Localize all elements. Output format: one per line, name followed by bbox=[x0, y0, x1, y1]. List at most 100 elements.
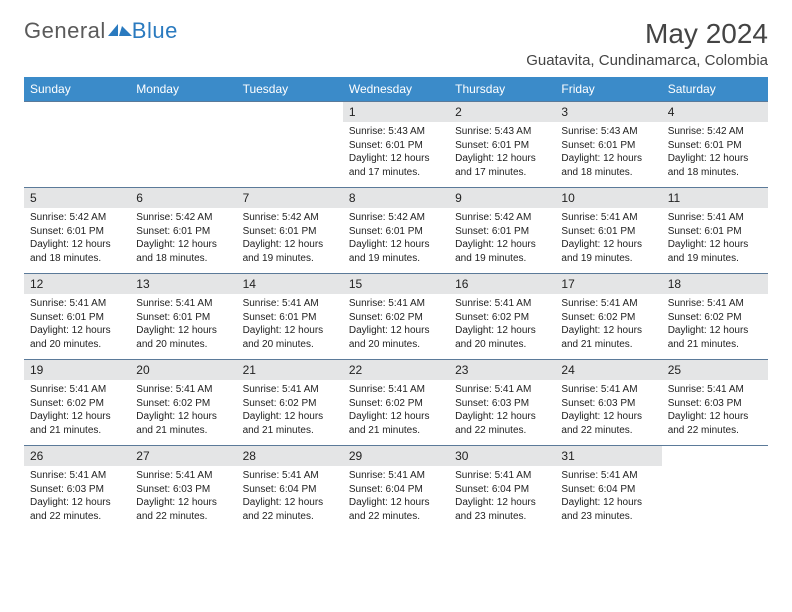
brand-part1: General bbox=[24, 18, 106, 44]
day-details: Sunrise: 5:42 AMSunset: 6:01 PMDaylight:… bbox=[662, 122, 768, 182]
day-number: 6 bbox=[130, 188, 236, 208]
day-details: Sunrise: 5:41 AMSunset: 6:04 PMDaylight:… bbox=[555, 466, 661, 526]
day-details: Sunrise: 5:42 AMSunset: 6:01 PMDaylight:… bbox=[449, 208, 555, 268]
day-details: Sunrise: 5:41 AMSunset: 6:02 PMDaylight:… bbox=[343, 294, 449, 354]
calendar-day-cell: 20Sunrise: 5:41 AMSunset: 6:02 PMDayligh… bbox=[130, 360, 236, 446]
calendar-day-cell: 27Sunrise: 5:41 AMSunset: 6:03 PMDayligh… bbox=[130, 446, 236, 532]
calendar-day-cell: 29Sunrise: 5:41 AMSunset: 6:04 PMDayligh… bbox=[343, 446, 449, 532]
calendar-empty-cell bbox=[237, 102, 343, 188]
calendar-day-cell: 15Sunrise: 5:41 AMSunset: 6:02 PMDayligh… bbox=[343, 274, 449, 360]
day-number: 31 bbox=[555, 446, 661, 466]
day-details: Sunrise: 5:42 AMSunset: 6:01 PMDaylight:… bbox=[130, 208, 236, 268]
day-number: 1 bbox=[343, 102, 449, 122]
day-details: Sunrise: 5:41 AMSunset: 6:02 PMDaylight:… bbox=[555, 294, 661, 354]
day-details: Sunrise: 5:43 AMSunset: 6:01 PMDaylight:… bbox=[555, 122, 661, 182]
weekday-header: Monday bbox=[130, 77, 236, 102]
calendar-day-cell: 22Sunrise: 5:41 AMSunset: 6:02 PMDayligh… bbox=[343, 360, 449, 446]
day-details: Sunrise: 5:41 AMSunset: 6:02 PMDaylight:… bbox=[130, 380, 236, 440]
calendar-week-row: 5Sunrise: 5:42 AMSunset: 6:01 PMDaylight… bbox=[24, 188, 768, 274]
calendar-day-cell: 12Sunrise: 5:41 AMSunset: 6:01 PMDayligh… bbox=[24, 274, 130, 360]
calendar-empty-cell bbox=[130, 102, 236, 188]
calendar-day-cell: 3Sunrise: 5:43 AMSunset: 6:01 PMDaylight… bbox=[555, 102, 661, 188]
brand-part2: Blue bbox=[132, 18, 178, 44]
calendar-day-cell: 30Sunrise: 5:41 AMSunset: 6:04 PMDayligh… bbox=[449, 446, 555, 532]
day-number: 28 bbox=[237, 446, 343, 466]
calendar-week-row: 26Sunrise: 5:41 AMSunset: 6:03 PMDayligh… bbox=[24, 446, 768, 532]
weekday-header: Tuesday bbox=[237, 77, 343, 102]
calendar-week-row: 1Sunrise: 5:43 AMSunset: 6:01 PMDaylight… bbox=[24, 102, 768, 188]
calendar-day-cell: 28Sunrise: 5:41 AMSunset: 6:04 PMDayligh… bbox=[237, 446, 343, 532]
title-block: May 2024 Guatavita, Cundinamarca, Colomb… bbox=[526, 18, 768, 69]
calendar-day-cell: 7Sunrise: 5:42 AMSunset: 6:01 PMDaylight… bbox=[237, 188, 343, 274]
day-number: 13 bbox=[130, 274, 236, 294]
day-number: 14 bbox=[237, 274, 343, 294]
calendar-empty-cell bbox=[24, 102, 130, 188]
calendar-day-cell: 23Sunrise: 5:41 AMSunset: 6:03 PMDayligh… bbox=[449, 360, 555, 446]
calendar-day-cell: 2Sunrise: 5:43 AMSunset: 6:01 PMDaylight… bbox=[449, 102, 555, 188]
day-details: Sunrise: 5:42 AMSunset: 6:01 PMDaylight:… bbox=[237, 208, 343, 268]
calendar-day-cell: 9Sunrise: 5:42 AMSunset: 6:01 PMDaylight… bbox=[449, 188, 555, 274]
day-number: 20 bbox=[130, 360, 236, 380]
calendar-day-cell: 6Sunrise: 5:42 AMSunset: 6:01 PMDaylight… bbox=[130, 188, 236, 274]
day-details: Sunrise: 5:41 AMSunset: 6:01 PMDaylight:… bbox=[237, 294, 343, 354]
calendar-table: SundayMondayTuesdayWednesdayThursdayFrid… bbox=[24, 77, 768, 532]
day-details: Sunrise: 5:41 AMSunset: 6:04 PMDaylight:… bbox=[237, 466, 343, 526]
calendar-day-cell: 17Sunrise: 5:41 AMSunset: 6:02 PMDayligh… bbox=[555, 274, 661, 360]
header: General Blue May 2024 Guatavita, Cundina… bbox=[24, 18, 768, 69]
calendar-day-cell: 26Sunrise: 5:41 AMSunset: 6:03 PMDayligh… bbox=[24, 446, 130, 532]
location-text: Guatavita, Cundinamarca, Colombia bbox=[526, 52, 768, 69]
calendar-day-cell: 1Sunrise: 5:43 AMSunset: 6:01 PMDaylight… bbox=[343, 102, 449, 188]
day-number: 19 bbox=[24, 360, 130, 380]
day-number: 5 bbox=[24, 188, 130, 208]
calendar-day-cell: 24Sunrise: 5:41 AMSunset: 6:03 PMDayligh… bbox=[555, 360, 661, 446]
day-details: Sunrise: 5:41 AMSunset: 6:02 PMDaylight:… bbox=[662, 294, 768, 354]
day-details: Sunrise: 5:41 AMSunset: 6:04 PMDaylight:… bbox=[343, 466, 449, 526]
calendar-day-cell: 14Sunrise: 5:41 AMSunset: 6:01 PMDayligh… bbox=[237, 274, 343, 360]
day-number: 18 bbox=[662, 274, 768, 294]
weekday-header: Sunday bbox=[24, 77, 130, 102]
calendar-day-cell: 31Sunrise: 5:41 AMSunset: 6:04 PMDayligh… bbox=[555, 446, 661, 532]
day-details: Sunrise: 5:41 AMSunset: 6:03 PMDaylight:… bbox=[555, 380, 661, 440]
day-number: 23 bbox=[449, 360, 555, 380]
weekday-header: Friday bbox=[555, 77, 661, 102]
day-details: Sunrise: 5:41 AMSunset: 6:02 PMDaylight:… bbox=[449, 294, 555, 354]
calendar-empty-cell bbox=[662, 446, 768, 532]
day-details: Sunrise: 5:41 AMSunset: 6:02 PMDaylight:… bbox=[343, 380, 449, 440]
day-number: 3 bbox=[555, 102, 661, 122]
day-details: Sunrise: 5:41 AMSunset: 6:03 PMDaylight:… bbox=[24, 466, 130, 526]
calendar-day-cell: 21Sunrise: 5:41 AMSunset: 6:02 PMDayligh… bbox=[237, 360, 343, 446]
weekday-header-row: SundayMondayTuesdayWednesdayThursdayFrid… bbox=[24, 77, 768, 102]
calendar-day-cell: 18Sunrise: 5:41 AMSunset: 6:02 PMDayligh… bbox=[662, 274, 768, 360]
day-number: 25 bbox=[662, 360, 768, 380]
calendar-day-cell: 4Sunrise: 5:42 AMSunset: 6:01 PMDaylight… bbox=[662, 102, 768, 188]
day-details: Sunrise: 5:43 AMSunset: 6:01 PMDaylight:… bbox=[449, 122, 555, 182]
day-number: 17 bbox=[555, 274, 661, 294]
weekday-header: Wednesday bbox=[343, 77, 449, 102]
day-details: Sunrise: 5:41 AMSunset: 6:02 PMDaylight:… bbox=[237, 380, 343, 440]
day-details: Sunrise: 5:41 AMSunset: 6:01 PMDaylight:… bbox=[662, 208, 768, 268]
day-number: 8 bbox=[343, 188, 449, 208]
day-number: 9 bbox=[449, 188, 555, 208]
calendar-day-cell: 16Sunrise: 5:41 AMSunset: 6:02 PMDayligh… bbox=[449, 274, 555, 360]
day-number: 12 bbox=[24, 274, 130, 294]
day-details: Sunrise: 5:41 AMSunset: 6:03 PMDaylight:… bbox=[662, 380, 768, 440]
weekday-header: Saturday bbox=[662, 77, 768, 102]
day-number: 15 bbox=[343, 274, 449, 294]
day-number: 16 bbox=[449, 274, 555, 294]
day-details: Sunrise: 5:41 AMSunset: 6:01 PMDaylight:… bbox=[555, 208, 661, 268]
day-number: 21 bbox=[237, 360, 343, 380]
day-details: Sunrise: 5:41 AMSunset: 6:04 PMDaylight:… bbox=[449, 466, 555, 526]
day-number: 24 bbox=[555, 360, 661, 380]
calendar-week-row: 12Sunrise: 5:41 AMSunset: 6:01 PMDayligh… bbox=[24, 274, 768, 360]
flag-icon bbox=[108, 18, 132, 44]
calendar-day-cell: 10Sunrise: 5:41 AMSunset: 6:01 PMDayligh… bbox=[555, 188, 661, 274]
day-details: Sunrise: 5:41 AMSunset: 6:01 PMDaylight:… bbox=[130, 294, 236, 354]
day-number: 30 bbox=[449, 446, 555, 466]
calendar-day-cell: 11Sunrise: 5:41 AMSunset: 6:01 PMDayligh… bbox=[662, 188, 768, 274]
calendar-day-cell: 8Sunrise: 5:42 AMSunset: 6:01 PMDaylight… bbox=[343, 188, 449, 274]
calendar-day-cell: 13Sunrise: 5:41 AMSunset: 6:01 PMDayligh… bbox=[130, 274, 236, 360]
calendar-week-row: 19Sunrise: 5:41 AMSunset: 6:02 PMDayligh… bbox=[24, 360, 768, 446]
day-details: Sunrise: 5:41 AMSunset: 6:01 PMDaylight:… bbox=[24, 294, 130, 354]
day-number: 11 bbox=[662, 188, 768, 208]
calendar-day-cell: 5Sunrise: 5:42 AMSunset: 6:01 PMDaylight… bbox=[24, 188, 130, 274]
